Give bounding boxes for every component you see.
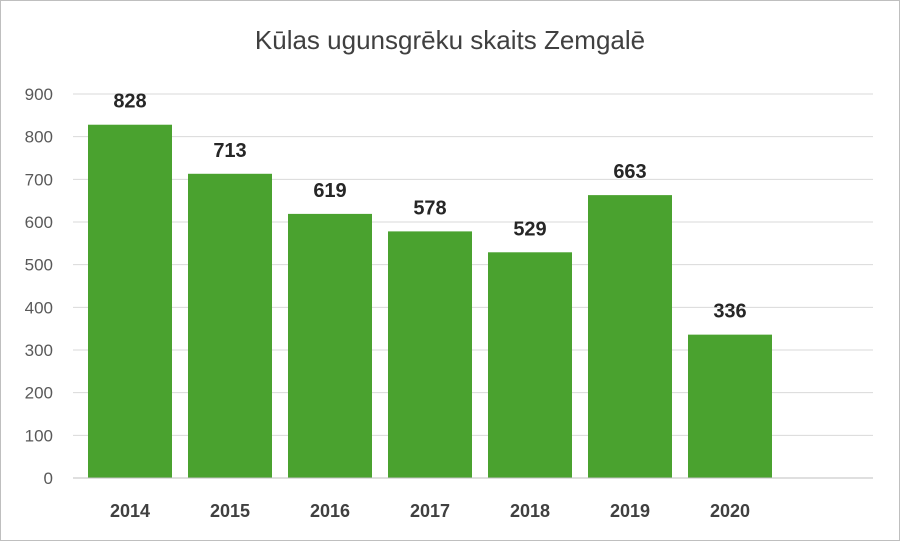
x-category-label: 2016 (310, 501, 350, 521)
bar-2015 (188, 173, 272, 478)
data-labels: 828 713 619 578 529 663 336 (113, 91, 746, 323)
data-label-2014: 828 (113, 91, 146, 113)
bar-2017 (388, 231, 472, 478)
y-tick-label: 700 (25, 170, 53, 189)
data-label-2017: 578 (413, 197, 446, 219)
y-tick-label: 300 (25, 341, 53, 360)
bar-2019 (588, 195, 672, 478)
y-tick-label: 200 (25, 384, 53, 403)
bar-2016 (288, 213, 372, 479)
bar-2018 (488, 252, 572, 478)
y-tick-label: 600 (25, 213, 53, 232)
bars (88, 124, 772, 479)
data-label-2016: 619 (313, 180, 346, 202)
data-label-2019: 663 (613, 161, 646, 183)
y-axis-ticks: 0 100 200 300 400 500 600 700 800 900 (25, 85, 53, 488)
y-tick-label: 0 (44, 469, 53, 488)
y-tick-label: 900 (25, 85, 53, 104)
chart-title: Kūlas ugunsgrēku skaits Zemgalē (254, 25, 646, 55)
x-category-label: 2019 (610, 501, 650, 521)
y-tick-label: 800 (25, 128, 53, 147)
x-category-label: 2014 (110, 501, 150, 521)
data-label-2020: 336 (713, 301, 746, 323)
bar-2020 (688, 334, 772, 478)
x-category-label: 2015 (210, 501, 250, 521)
y-tick-label: 100 (25, 426, 53, 445)
x-category-label: 2020 (710, 501, 750, 521)
data-label-2018: 529 (513, 218, 546, 240)
x-axis-categories: 2014 2015 2016 2017 2018 2019 2020 (110, 501, 750, 521)
x-category-label: 2017 (410, 501, 450, 521)
data-label-2015: 713 (213, 140, 246, 162)
y-tick-label: 400 (25, 298, 53, 317)
y-tick-label: 500 (25, 256, 53, 275)
x-category-label: 2018 (510, 501, 550, 521)
bar-2014 (88, 124, 172, 478)
